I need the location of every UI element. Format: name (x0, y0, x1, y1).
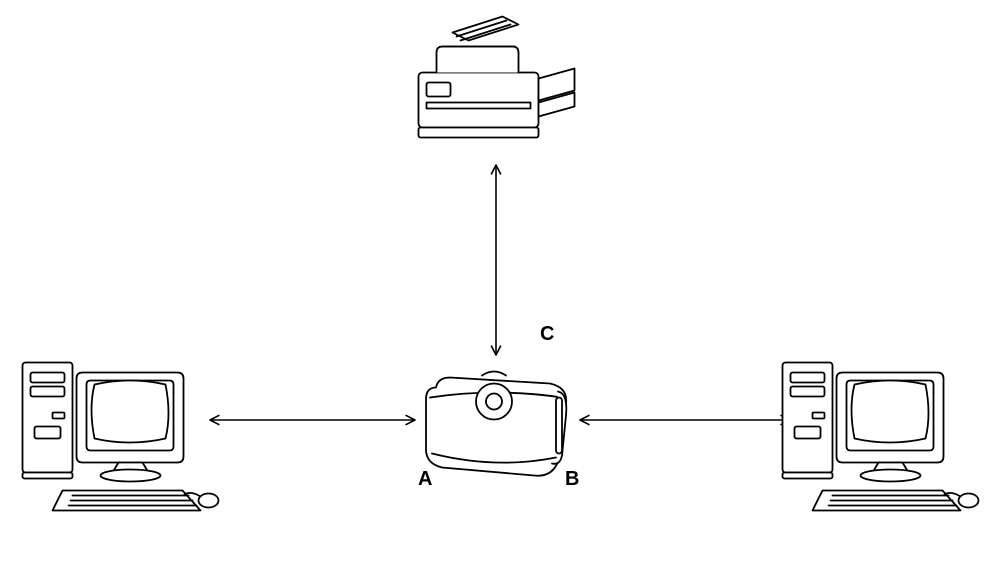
printer-printer-icon (419, 17, 575, 138)
pc_right-pc-icon (783, 363, 979, 511)
nodes (23, 17, 979, 511)
hub-hub-icon (426, 372, 566, 476)
pc_left-pc-icon (23, 363, 219, 511)
network-diagram: A B C (0, 0, 992, 588)
label-C: C (540, 323, 554, 345)
label-A: A (418, 468, 432, 490)
label-B: B (565, 468, 579, 490)
